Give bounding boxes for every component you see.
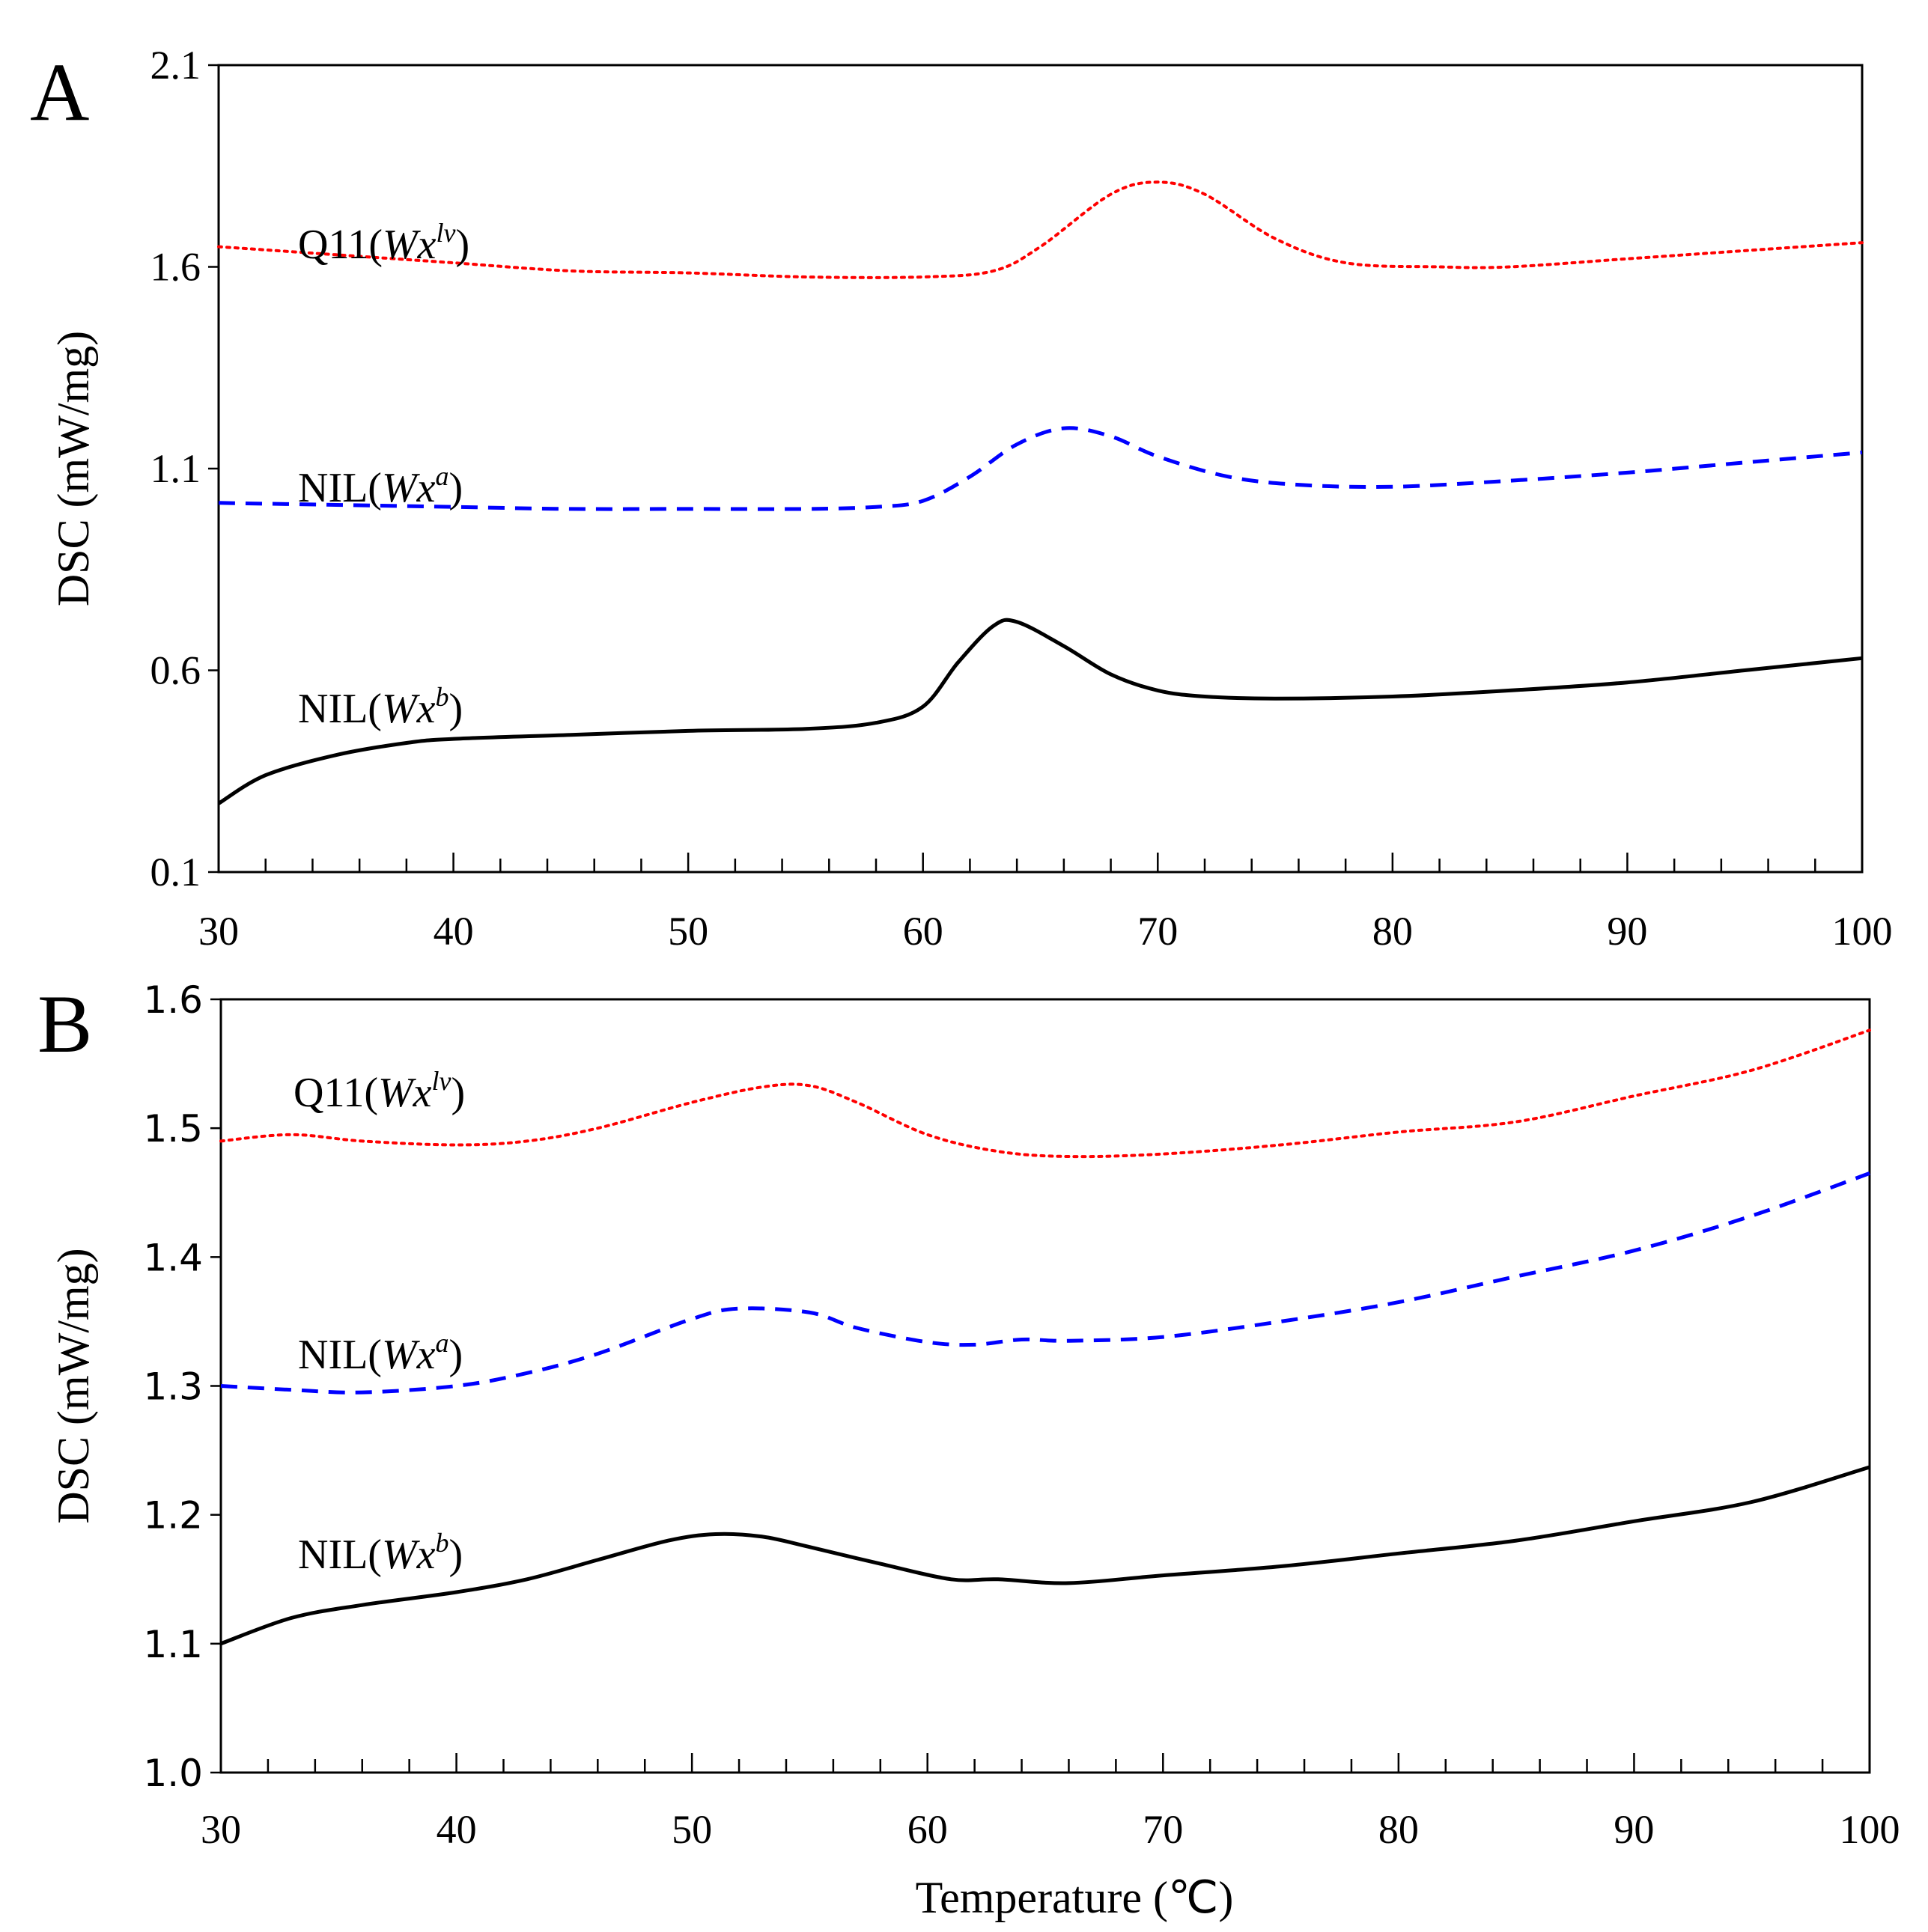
x-tick-label: 30: [201, 1807, 241, 1852]
series-label: Q11(Wxlv): [298, 218, 469, 268]
x-tick-label: 90: [1614, 1807, 1654, 1852]
panel-label: B: [37, 978, 92, 1070]
x-tick-label: 80: [1378, 1807, 1419, 1852]
x-axis-title: Temperature (℃): [916, 1873, 1234, 1922]
y-tick-label: 2.1: [150, 43, 201, 88]
x-tick-label: 70: [1137, 909, 1178, 954]
y-tick-label: 1.6: [143, 978, 203, 1022]
plot-frame: [217, 64, 1864, 874]
x-tick-label: 70: [1143, 1807, 1183, 1852]
y-axis-title: DSC (mW/mg): [49, 331, 98, 606]
y-tick-label: 0.6: [150, 648, 201, 693]
x-tick-label: 90: [1607, 909, 1647, 954]
panel-label: A: [30, 46, 89, 138]
x-tick-label: 40: [437, 1807, 477, 1852]
series-line-1: [217, 180, 1864, 279]
panel-b: B 30 40 50 60 70 80 90 100 1.0 1.1 1.2 1.3 1.4 1.5 1.6 D…: [37, 978, 1900, 1922]
x-tick-label: 30: [198, 909, 239, 954]
y-tick-label: 1.1: [150, 446, 201, 491]
panel-a: A 30 40 50 60 70 80 90 100 0.1 0.6 1.1 1.6 2.1 DSC (mW…: [30, 43, 1893, 954]
y-tick-label: 1.0: [143, 1752, 203, 1795]
x-tick-label: 100: [1832, 909, 1893, 954]
series-line-2: [218, 426, 1863, 511]
series-label: NIL(Wxb): [298, 1528, 463, 1578]
x-tick-label: 40: [434, 909, 474, 954]
y-tick-label: 1.3: [143, 1365, 203, 1409]
x-tick-label: 50: [672, 1807, 712, 1852]
y-tick-label: 1.2: [143, 1494, 203, 1538]
series-line-3: [220, 1465, 1870, 1646]
y-tick-label: 1.5: [143, 1107, 203, 1151]
series-line-3: [217, 618, 1863, 805]
x-tick-label: 50: [668, 909, 708, 954]
y-tick-label: 1.4: [143, 1236, 203, 1279]
x-tick-label: 100: [1840, 1807, 1900, 1852]
series-line-1: [219, 1029, 1871, 1159]
y-tick-label: 1.6: [150, 245, 201, 290]
x-tick-label: 60: [907, 1807, 948, 1852]
series-label: Q11(Wxlv): [294, 1066, 465, 1116]
y-axis-title: DSC (mW/mg): [49, 1248, 98, 1523]
y-tick-label: 0.1: [150, 850, 201, 895]
series-label: NIL(Wxa): [298, 1328, 463, 1378]
series-label: NIL(Wxa): [298, 461, 463, 511]
x-tick-label: 60: [903, 909, 943, 954]
series-label: NIL(Wxb): [298, 682, 463, 732]
y-tick-label: 1.1: [143, 1623, 203, 1666]
series-line-2: [220, 1171, 1870, 1395]
x-tick-label: 80: [1372, 909, 1413, 954]
